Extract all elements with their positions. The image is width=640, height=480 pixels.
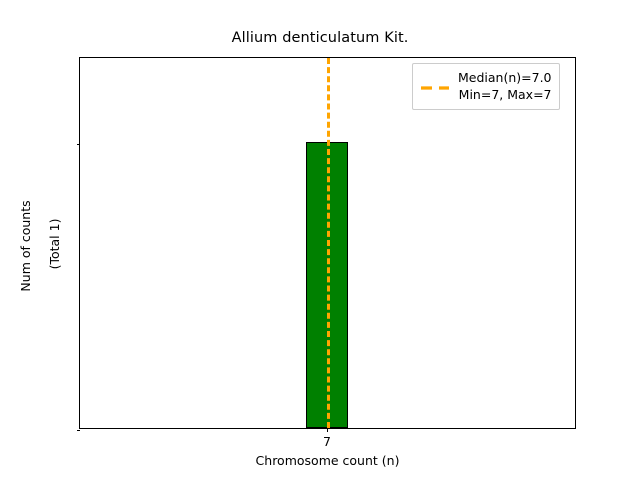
y-tick-mark-1 xyxy=(76,143,80,145)
legend-label-median: Median(n)=7.0 xyxy=(458,70,552,85)
y-axis-label-line2: (Total 1) xyxy=(47,218,63,274)
y-tick-mark-0 xyxy=(76,429,80,431)
plot-area xyxy=(76,57,576,432)
x-tick-label-7: 7 xyxy=(323,434,331,449)
legend: Median(n)=7.0 Min=7, Max=7 xyxy=(412,63,560,110)
legend-entry-median: Median(n)=7.0 Min=7, Max=7 xyxy=(458,69,552,103)
legend-label-minmax: Min=7, Max=7 xyxy=(458,87,552,102)
y-axis-label-line1: Num of counts xyxy=(17,200,33,292)
chart-title: Allium denticulatum Kit. xyxy=(231,30,409,46)
median-line xyxy=(327,58,330,428)
x-tick-mark-7 xyxy=(327,428,328,432)
y-axis-label: Num of counts (Total 1) xyxy=(4,148,78,368)
legend-dashed-line-icon xyxy=(420,75,450,94)
x-axis-label: Chromosome count (n) xyxy=(255,453,400,468)
